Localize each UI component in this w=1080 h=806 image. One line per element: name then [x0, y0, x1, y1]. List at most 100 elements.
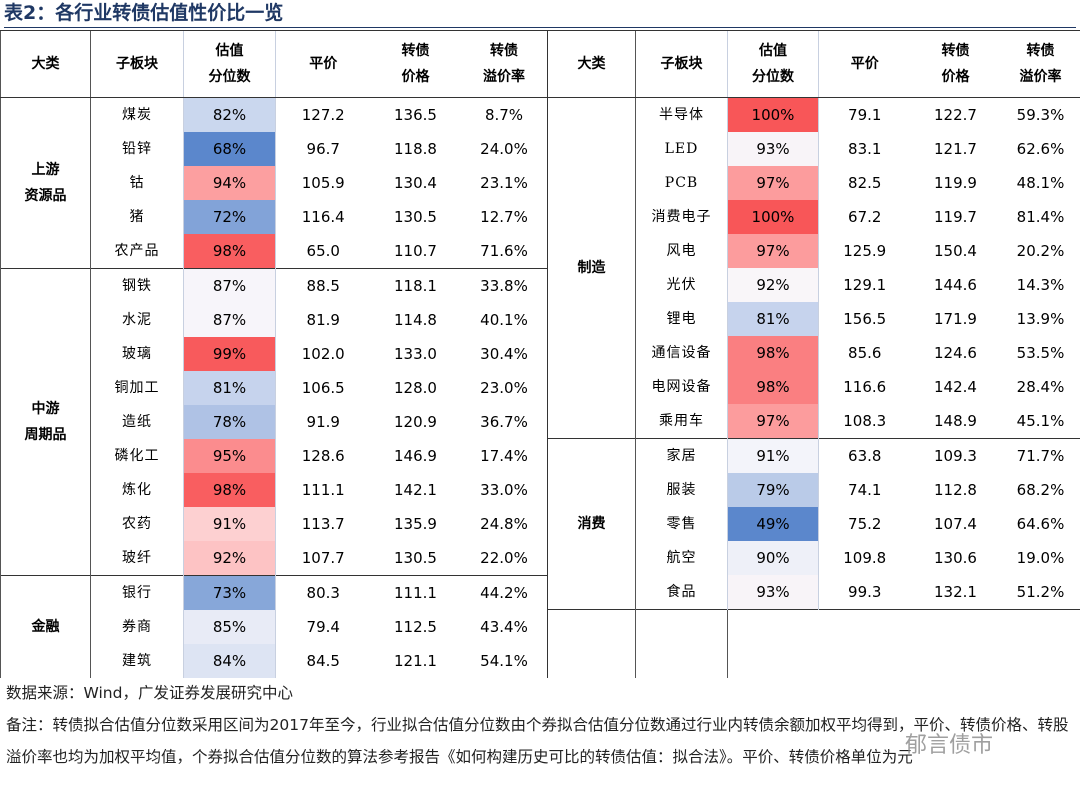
text-line: 分位数 — [208, 69, 251, 85]
row: 猪 72% 116.4 130.5 12.7% — [1, 200, 548, 234]
header-cell: 估值 分位数 — [183, 30, 276, 98]
cell: 22.0% — [480, 548, 528, 567]
cell: 67.2 — [818, 200, 911, 234]
row: 航空 90% 109.8 130.6 19.0% — [548, 541, 1080, 575]
cell: 49% — [727, 507, 819, 541]
text-line: 中游 — [31, 401, 60, 417]
sub-sector: 磷化工 — [90, 439, 184, 473]
cell: 74.1 — [818, 473, 911, 507]
cell: 133.0 — [394, 344, 437, 363]
cell: 81.4% — [1016, 207, 1065, 226]
cell: 71.7% — [1000, 438, 1080, 473]
cell: 119.7 — [934, 207, 977, 226]
cell: 107.4 — [934, 514, 977, 533]
row: 玻纤 92% 107.7 130.5 22.0% — [1, 541, 548, 576]
cell: 20.2% — [1016, 241, 1065, 260]
cell: 85% — [183, 610, 276, 644]
sub-sector: 水泥 — [90, 303, 184, 337]
cell: 95% — [183, 439, 276, 473]
sub-sector: 铅锌 — [90, 132, 184, 166]
category-cell: 上游 资源品 — [0, 97, 91, 269]
sub-sector: 造纸 — [90, 405, 184, 439]
sub-sector: 通信设备 — [635, 336, 728, 370]
cell: 33.8% — [460, 268, 548, 303]
header-cell: 平价 — [275, 30, 371, 98]
cell: 142.1 — [394, 480, 437, 499]
row: 农产品 98% 65.0 110.7 71.6% — [1, 234, 548, 269]
cell: 100% — [727, 97, 819, 132]
cell: 17.4% — [480, 446, 528, 465]
cell: 40.1% — [480, 310, 528, 329]
cell: 68.2% — [1016, 480, 1065, 499]
cell: 14.3% — [1016, 275, 1065, 294]
cell: 113.7 — [275, 507, 371, 541]
row: 乘用车 97% 108.3 148.9 45.1% — [548, 404, 1080, 439]
row: 风电 97% 125.9 150.4 20.2% — [548, 234, 1080, 268]
row: 建筑 84% 84.5 121.1 54.1% — [1, 644, 548, 678]
cell: 68% — [183, 132, 276, 166]
sub-sector: PCB — [635, 166, 728, 200]
cell: 24.8% — [480, 514, 528, 533]
cell: 96.7 — [275, 132, 371, 166]
sub-sector: 钴 — [90, 166, 184, 200]
cell: 112.8 — [934, 480, 977, 499]
sub-sector: 炼化 — [90, 473, 184, 507]
cell: 92% — [183, 541, 276, 576]
cell: 118.1 — [370, 268, 461, 303]
header-cell: 平价 — [818, 30, 911, 98]
header-cell: 子板块 — [635, 30, 728, 98]
cell: 129.1 — [818, 268, 911, 302]
header-cell: 转债 溢价率 — [460, 30, 548, 98]
cell: 124.6 — [934, 343, 977, 362]
cell: 81.9 — [275, 303, 371, 337]
cell: 99% — [183, 337, 276, 371]
sub-sector: 服装 — [635, 473, 728, 507]
cell: 91% — [183, 507, 276, 541]
cell: 23.1% — [480, 173, 528, 192]
cell: 87% — [183, 303, 276, 337]
cell: 98% — [727, 370, 819, 404]
cell: 142.4 — [934, 377, 977, 396]
text-line: 估值 — [759, 43, 787, 59]
category-cell: 中游 周期品 — [0, 268, 91, 576]
text-line: 制造 — [577, 260, 606, 276]
cell: 146.9 — [394, 446, 437, 465]
text-line: 平价 — [309, 56, 338, 72]
row: 锂电 81% 156.5 171.9 13.9% — [548, 302, 1080, 336]
cell: 114.8 — [394, 310, 437, 329]
cell: 19.0% — [1016, 548, 1065, 567]
cell: 107.7 — [275, 541, 371, 576]
cell: 102.0 — [275, 337, 371, 371]
cell: 106.5 — [275, 371, 371, 405]
empty-cell — [1000, 609, 1080, 678]
row: 水泥 87% 81.9 114.8 40.1% — [1, 303, 548, 337]
category-cell: 消费 — [547, 438, 636, 610]
cell: 33.0% — [480, 480, 528, 499]
text-line: 价格 — [941, 69, 970, 85]
cell: 118.8 — [394, 139, 437, 158]
cell: 98% — [727, 336, 819, 370]
header-row: 大类 子板块 估值 分位数 平价 转债 价格 转债 溢价率 — [547, 30, 1080, 98]
row: 农药 91% 113.7 135.9 24.8% — [1, 507, 548, 541]
cell: 130.6 — [934, 548, 977, 567]
text-line: 转债 — [941, 43, 970, 59]
text-line: 转债 — [1026, 43, 1055, 59]
header-cell: 转债 溢价率 — [1000, 30, 1080, 98]
sub-sector: 锂电 — [635, 302, 728, 336]
sub-sector: 建筑 — [90, 644, 184, 678]
cell: 130.4 — [394, 173, 437, 192]
cell: 83.1 — [818, 132, 911, 166]
cell: 48.1% — [1016, 173, 1065, 192]
cell: 30.4% — [480, 344, 528, 363]
row: 券商 85% 79.4 112.5 43.4% — [1, 610, 548, 644]
cell: 45.1% — [1016, 411, 1065, 430]
cell: 110.7 — [394, 241, 437, 260]
sub-sector: 航空 — [635, 541, 728, 575]
cell: 88.5 — [275, 268, 371, 303]
cell: 97% — [727, 166, 819, 200]
row: 金融 银行 73% 80.3 111.1 44.2% — [0, 575, 548, 678]
text-line: 子板块 — [116, 56, 158, 72]
header-cell: 大类 — [547, 30, 636, 98]
empty-cell — [818, 609, 911, 678]
sub-sector: 乘用车 — [635, 404, 728, 439]
